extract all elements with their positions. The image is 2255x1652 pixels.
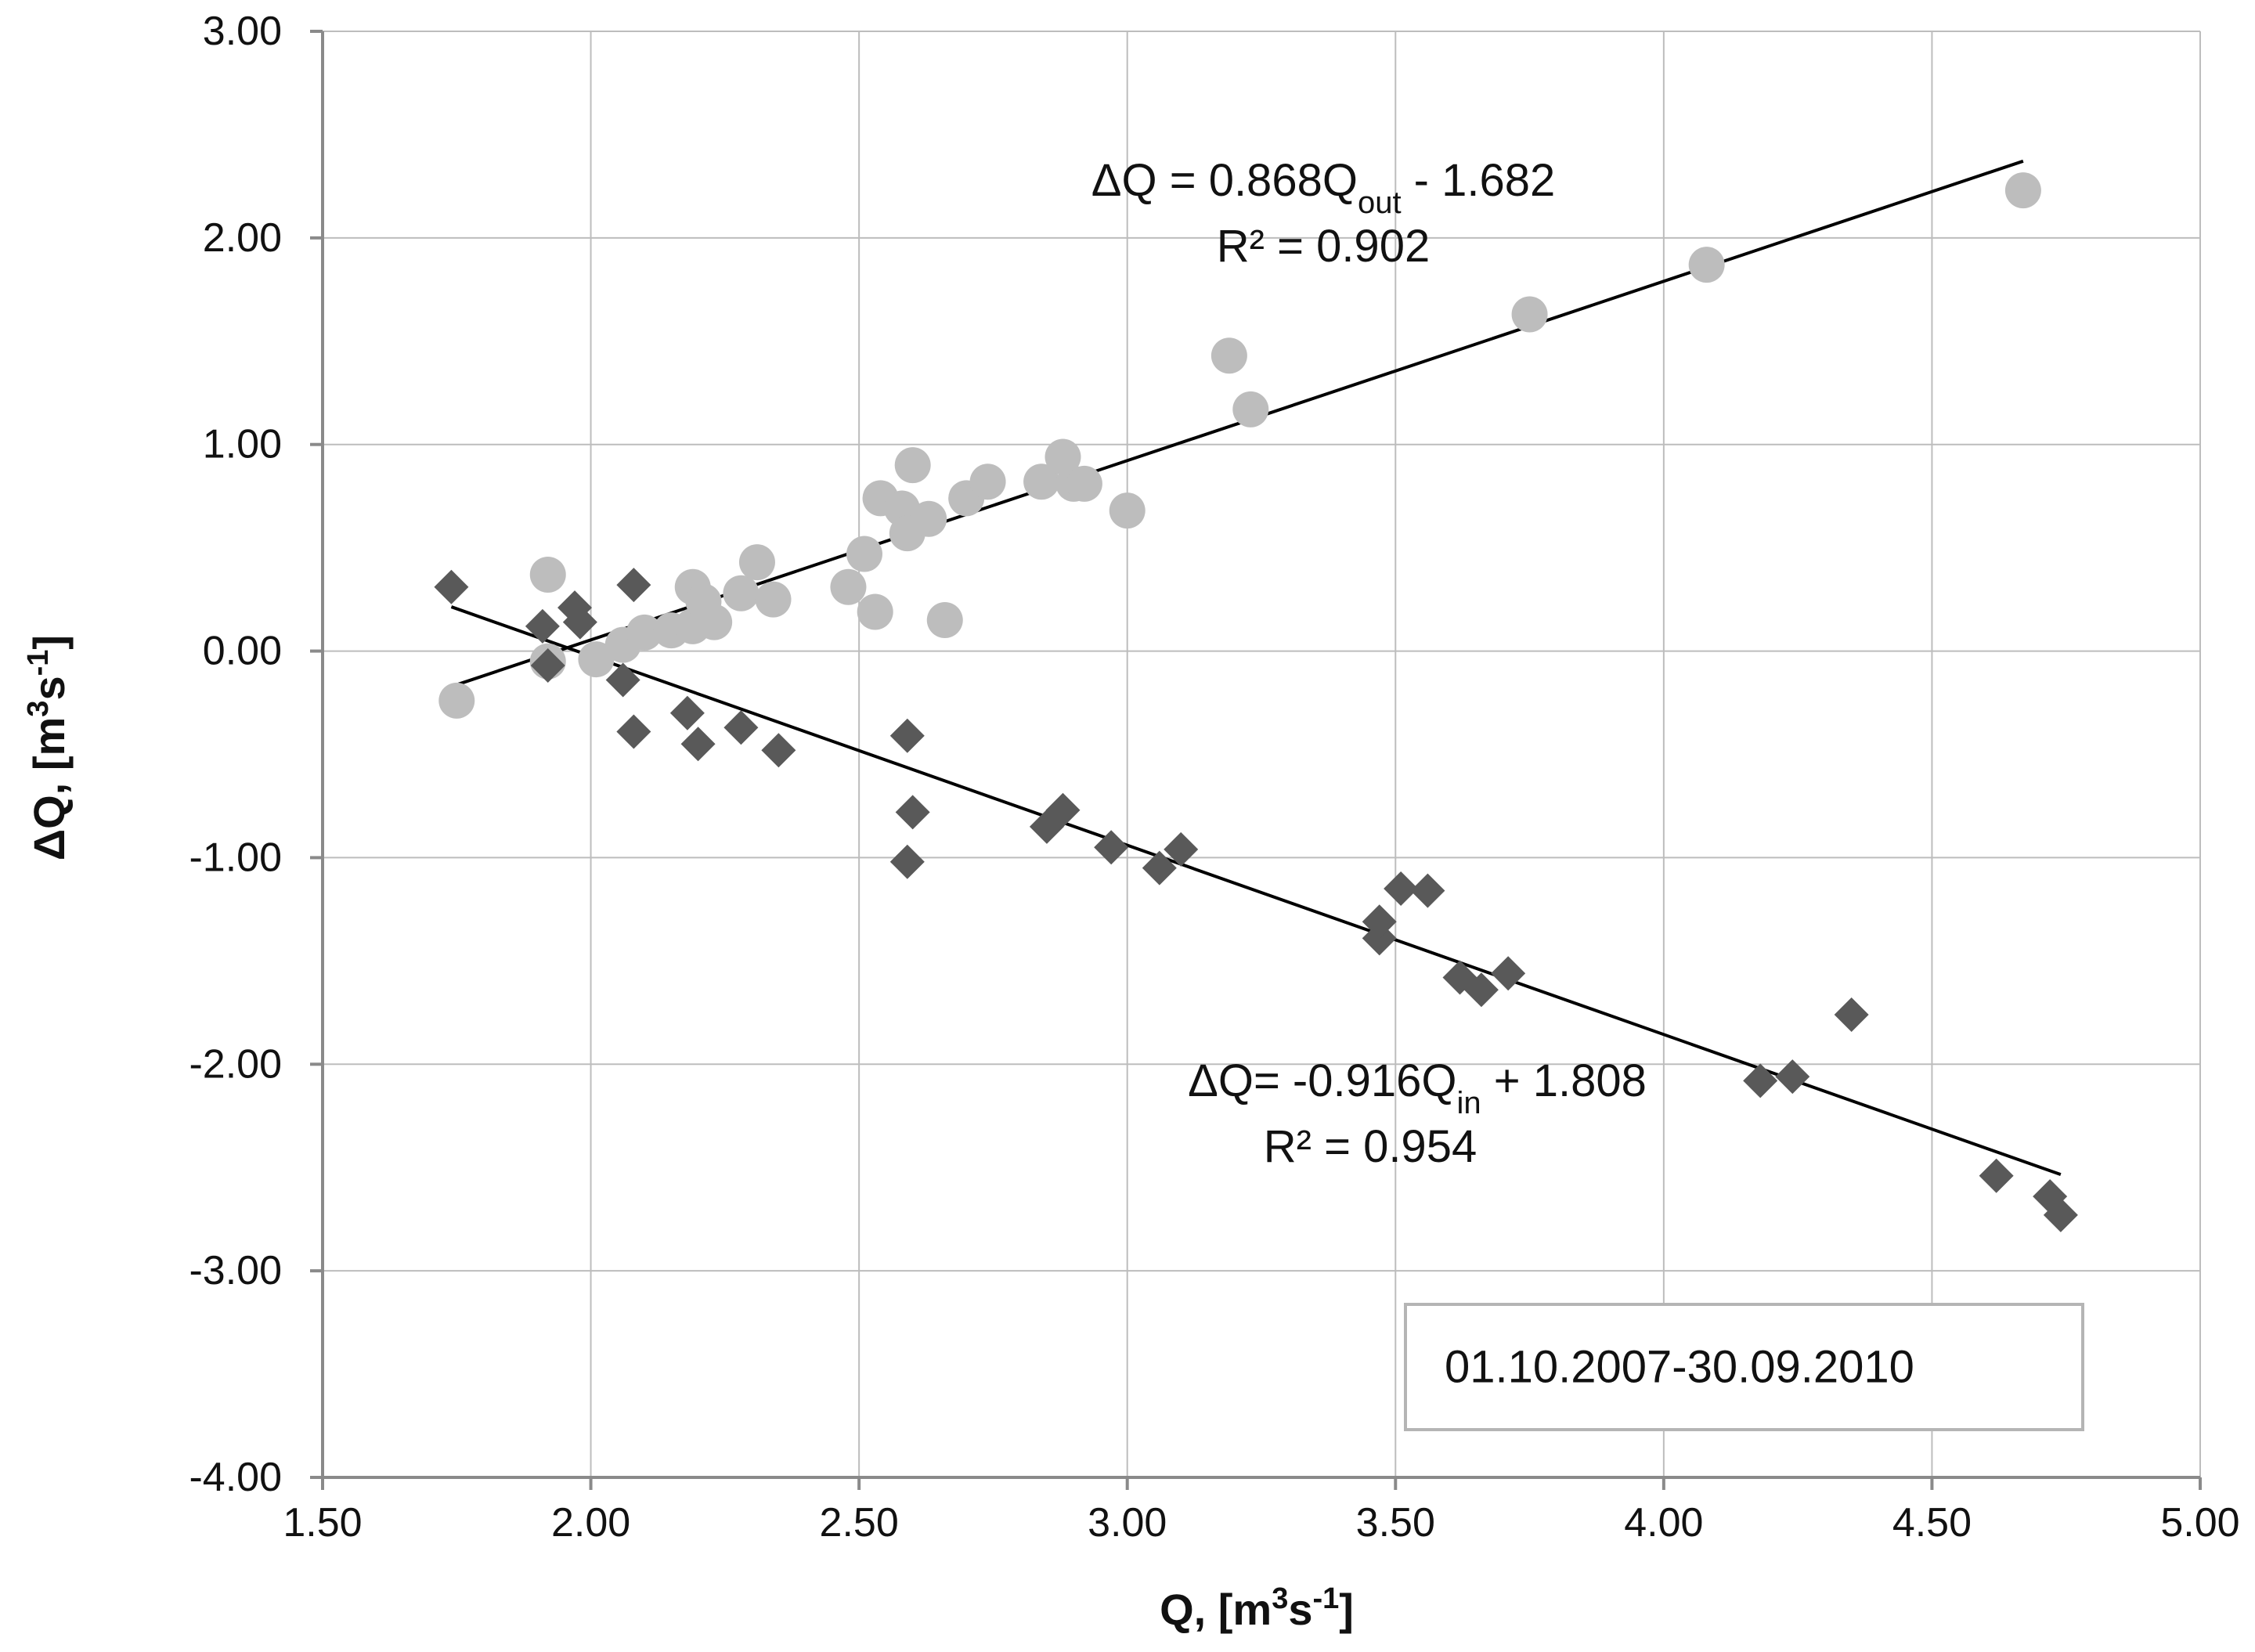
y-tick-label: 2.00	[203, 215, 282, 261]
inflow-point	[434, 569, 469, 604]
x-tick-label: 3.00	[1088, 1500, 1167, 1546]
inflow-point	[761, 733, 796, 768]
inflow-point	[1979, 1158, 2014, 1193]
inflow-point	[1045, 792, 1081, 828]
outflow-point	[438, 682, 475, 719]
outflow-point	[830, 568, 867, 605]
axes	[310, 30, 2202, 1490]
outflow-point	[857, 593, 893, 630]
outflow-equation: ΔQ = 0.868Qout - 1.682	[1091, 155, 1556, 220]
inflow-point	[723, 710, 759, 745]
inflow-point	[605, 662, 640, 698]
y-tick-label: -3.00	[189, 1248, 282, 1293]
date-range-box	[1404, 1303, 2084, 1431]
y-tick-label: 1.00	[203, 422, 282, 467]
y-tick-label: 0.00	[203, 629, 282, 674]
outflow-point	[1511, 296, 1548, 333]
inflow-point	[1463, 972, 1499, 1008]
tick-labels: 1.50 2.00 2.50 3.00 3.50 4.00 4.50 5.00 3.00 2.00…	[189, 9, 2239, 1546]
outflow-point	[626, 614, 663, 651]
inflow-point	[680, 727, 716, 762]
x-tick-label: 1.50	[283, 1500, 362, 1546]
y-tick-label: 3.00	[203, 9, 282, 54]
outflow-point	[1023, 463, 1060, 500]
outflow-point	[578, 641, 615, 678]
inflow-point	[889, 844, 925, 879]
outflow-point	[738, 544, 775, 581]
inflow-point	[1743, 1063, 1778, 1098]
inflow-point	[1094, 830, 1129, 865]
x-tick-label: 5.00	[2160, 1500, 2239, 1546]
outflow-point	[529, 556, 566, 593]
inflow-point	[1775, 1059, 1810, 1095]
inflow-point	[2043, 1197, 2078, 1232]
outflow-point	[2004, 172, 2041, 209]
inflow-point	[1362, 904, 1397, 940]
outflow-point	[1210, 337, 1247, 374]
x-tick-label: 4.00	[1624, 1500, 1703, 1546]
inflow-point	[1834, 997, 1869, 1032]
trendlines	[450, 159, 2062, 1177]
inflow-point	[1491, 956, 1526, 991]
x-tick-label: 3.50	[1356, 1500, 1435, 1546]
outflow-point	[911, 500, 947, 537]
outflow-point	[723, 575, 759, 611]
inflow-point	[525, 608, 560, 644]
outflow-point	[1109, 492, 1146, 529]
x-tick-label: 2.00	[551, 1500, 630, 1546]
y-tick-label: -4.00	[189, 1455, 282, 1500]
x-tick-label: 4.50	[1892, 1500, 1972, 1546]
inflow-point	[1164, 831, 1199, 867]
y-tick-label: -2.00	[189, 1041, 282, 1087]
outflow-point	[969, 463, 1006, 500]
outflow-point	[755, 581, 792, 618]
inflow-equation: ΔQ= -0.916Qin + 1.808	[1188, 1055, 1647, 1120]
inflow-point	[562, 604, 597, 640]
inflow-r2: R² = 0.954	[1264, 1121, 1477, 1172]
outflow-point	[1066, 465, 1102, 502]
x-tick-label: 2.50	[820, 1500, 899, 1546]
inflow-point	[1142, 850, 1177, 886]
inflow-point	[530, 648, 565, 684]
inflow-point	[895, 795, 930, 830]
inflow-point	[889, 718, 925, 753]
outflow-point	[894, 447, 931, 484]
x-axis-title: Q, [m3s-1]	[1160, 1582, 1354, 1634]
outflow-point	[696, 604, 733, 640]
inflow-point	[1410, 873, 1445, 908]
outflow-point	[1688, 247, 1725, 283]
outflow-point	[1232, 391, 1269, 427]
inflow-point	[616, 714, 651, 749]
outflow-point	[926, 601, 963, 638]
inflow-point	[616, 568, 651, 603]
outflow-r2: R² = 0.902	[1217, 221, 1430, 272]
date-range-label: 01.10.2007-30.09.2010	[1445, 1341, 1914, 1392]
outflow-point	[846, 536, 882, 572]
data-points	[434, 172, 2078, 1232]
inflow-point	[1384, 871, 1419, 907]
y-tick-label: -1.00	[189, 835, 282, 880]
y-axis-title: ΔQ, [m3s-1]	[22, 635, 74, 860]
inflow-point	[669, 695, 705, 730]
